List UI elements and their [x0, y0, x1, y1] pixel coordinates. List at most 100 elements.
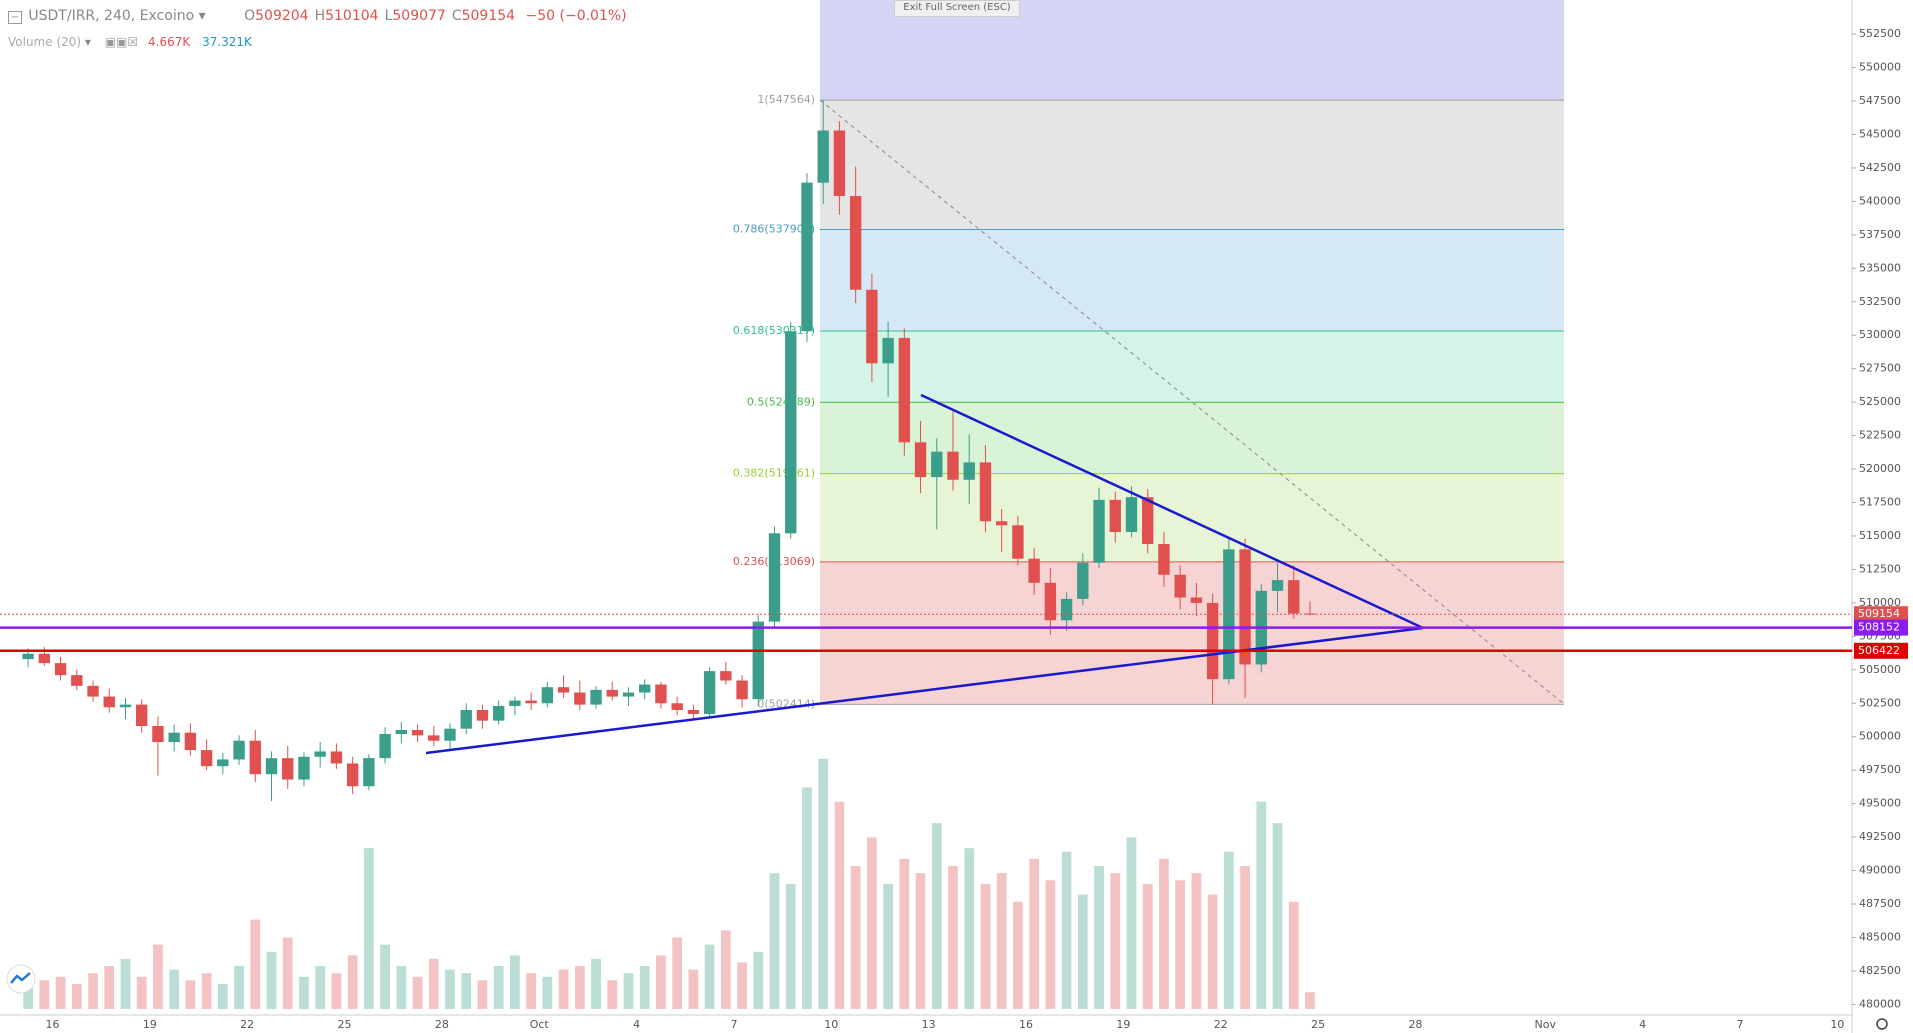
volume-bar: [153, 944, 163, 1009]
candle-body: [298, 756, 310, 780]
candle-body: [1077, 562, 1089, 599]
volume-bar: [347, 955, 358, 1009]
volume-bar: [1029, 858, 1040, 1009]
x-tick-label: 10: [824, 1018, 838, 1031]
candle-body: [395, 730, 407, 735]
ohlc-key: C: [451, 8, 462, 24]
candle-body: [947, 451, 959, 480]
volume-bar: [867, 837, 877, 1009]
y-tick-label: 482500: [1859, 964, 1901, 977]
x-tick-label: 16: [45, 1018, 59, 1031]
candle-body: [882, 337, 894, 364]
y-tick-label: 515000: [1859, 529, 1901, 542]
symbol[interactable]: USDT/IRR, 240, Excoino: [28, 8, 195, 24]
x-tick-label: 19: [143, 1018, 157, 1031]
volume-bar: [428, 958, 439, 1009]
volume-ma: 37.321K: [202, 35, 252, 49]
fib-label: 0.786(537902): [733, 222, 815, 235]
candle-body: [54, 663, 67, 676]
volume-bar: [558, 969, 569, 1009]
volume-bar: [1272, 823, 1283, 1009]
candle-body: [1028, 558, 1040, 583]
volume-bar: [510, 955, 520, 1009]
volume-bar: [802, 787, 812, 1009]
candle-body: [639, 684, 651, 693]
price-label-bg: [1854, 619, 1908, 636]
volume-bar: [185, 980, 196, 1009]
volume-bar: [39, 980, 50, 1009]
y-tick-label: 552500: [1859, 27, 1901, 40]
y-tick-label: 492500: [1859, 830, 1901, 843]
exit-fullscreen-button[interactable]: Exit Full Screen (ESC): [894, 0, 1020, 17]
volume-bar: [104, 966, 115, 1009]
y-tick-label: 510000: [1859, 596, 1901, 609]
volume-bar: [217, 983, 228, 1009]
x-tick-label: 22: [1214, 1018, 1228, 1031]
y-tick-label: 525000: [1859, 395, 1901, 408]
volume-bar: [785, 883, 796, 1009]
price-label-bg: [1854, 606, 1908, 623]
candle-body: [574, 692, 586, 705]
candle-body: [996, 521, 1008, 526]
y-tick-label: 545000: [1859, 127, 1901, 140]
candle-body: [411, 730, 424, 736]
candle-body: [1060, 598, 1073, 621]
symbol-header: − USDT/IRR, 240, Excoino ▾ O509204 H510104…: [8, 8, 627, 24]
candle-body: [606, 689, 618, 697]
volume-bar: [769, 873, 780, 1009]
candle-body: [152, 726, 164, 743]
settings-button[interactable]: [1876, 1018, 1888, 1030]
volume-bar: [850, 866, 861, 1009]
x-tick-label: 7: [1736, 1018, 1743, 1031]
volume-bar: [964, 848, 975, 1009]
logo-icon: [10, 972, 31, 984]
candle-body: [817, 130, 829, 183]
candle-body: [1093, 499, 1105, 563]
fib-label: 0.5(524989): [747, 395, 815, 408]
volume-bar: [1126, 837, 1137, 1009]
volume-bar: [542, 976, 553, 1009]
y-tick-label: 532500: [1859, 295, 1901, 308]
candle-body: [103, 696, 115, 708]
candle-body: [849, 196, 862, 290]
candle-body: [1190, 597, 1203, 603]
volume-bar: [23, 987, 33, 1009]
volume-bar: [201, 973, 212, 1009]
candle-body: [979, 462, 992, 522]
volume-bar: [688, 969, 699, 1009]
study-buttons[interactable]: ▣▣☒: [104, 35, 139, 49]
candle-body: [87, 685, 99, 697]
volume-bar: [526, 973, 536, 1009]
y-tick-label: 547500: [1859, 94, 1901, 107]
x-tick-label: Oct: [530, 1018, 550, 1031]
y-tick-label: 527500: [1859, 362, 1901, 375]
ohlc-key: H: [314, 8, 326, 24]
price-label-bg: [1854, 642, 1908, 659]
volume-bar: [120, 958, 131, 1009]
fib-zone: [820, 330, 1564, 403]
resistance-line: [920, 393, 1424, 630]
y-tick-label: 500000: [1859, 730, 1901, 743]
candle-body: [200, 750, 213, 767]
y-tick-label: 490000: [1859, 864, 1901, 877]
candle-body: [914, 442, 927, 478]
candle-body: [655, 684, 667, 704]
volume-bar: [1061, 851, 1072, 1009]
volume-bar: [980, 883, 991, 1009]
volume-label[interactable]: Volume (20): [8, 35, 82, 49]
y-tick-label: 517500: [1859, 496, 1901, 509]
candle-body: [1125, 497, 1138, 532]
y-tick-label: 522500: [1859, 429, 1901, 442]
volume-bar: [948, 866, 958, 1009]
volume-bar: [1207, 894, 1218, 1009]
change: −50 (−0.01%): [525, 8, 627, 24]
volume-bar: [1094, 866, 1104, 1009]
volume-bar: [71, 983, 82, 1009]
ohlc-value: 509204: [255, 8, 309, 24]
collapse-button[interactable]: −: [8, 11, 23, 24]
volume-bar: [477, 980, 488, 1009]
y-tick-label: 480000: [1859, 997, 1901, 1010]
y-tick-label: 497500: [1859, 763, 1901, 776]
